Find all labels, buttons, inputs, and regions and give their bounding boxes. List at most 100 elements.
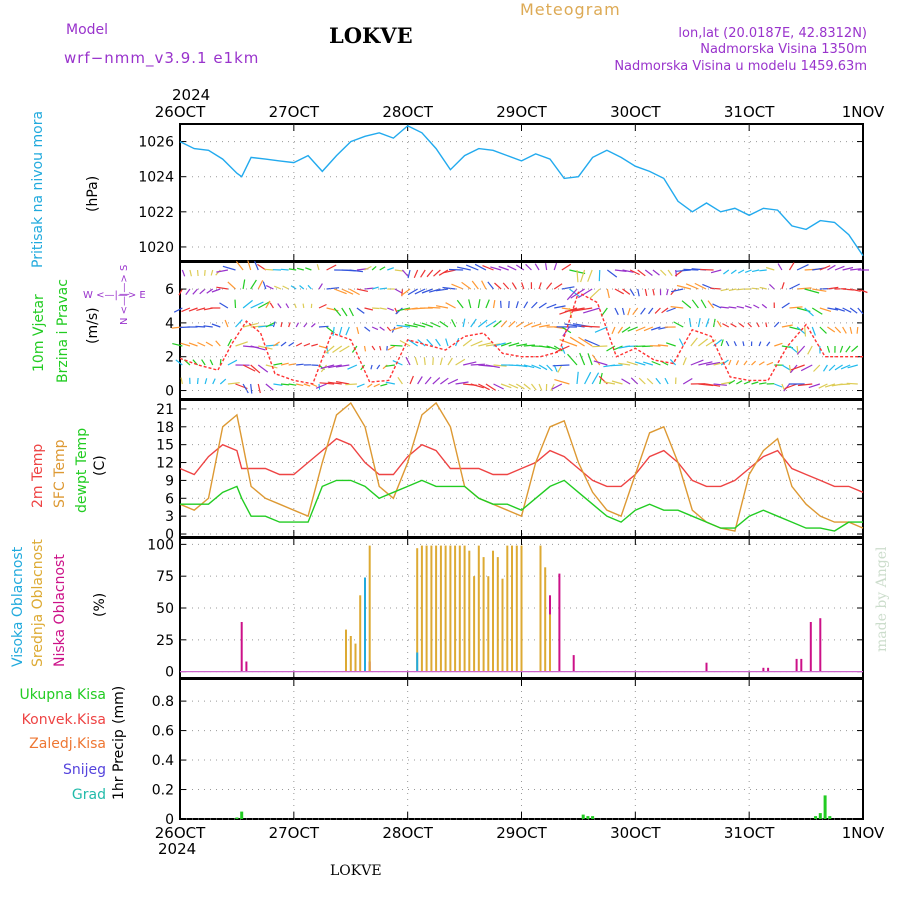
wind-arrow [435,305,449,309]
wind-arrow [675,269,691,272]
wind-arrow [516,364,528,368]
cloud-bar [762,667,765,672]
wind-arrow [397,376,403,385]
wind-arrow [721,381,732,385]
time-tick-label-top: 31OCT [724,103,775,121]
wind-arrow [670,288,684,293]
meteogram-title: Meteogram [520,0,621,19]
wind-arrow [630,377,639,385]
wind-arrow [356,288,369,292]
wind-arrow [819,307,832,312]
wind-arrow [181,269,186,277]
wind-arrow [581,325,600,328]
wind-arrow [545,263,548,271]
wind-arrow [296,363,304,366]
wind-arrow [849,326,853,334]
cloud-bar [458,545,461,672]
wind-arrow [487,281,494,290]
wind-arrow [622,269,634,273]
wind-arrow [474,263,487,271]
wind-arrow [296,383,304,387]
temp-unit: (C) [92,455,108,476]
wind-arrow [652,288,655,296]
wind-arrow [315,383,327,389]
wind-arrow [818,383,828,389]
cloud-unit: (%) [92,593,108,617]
wind-arrow [515,264,525,271]
wind-arrow [295,342,303,347]
wind-arrow [277,303,282,309]
y-tick-label: 2 [165,350,174,366]
wind-arrow [435,288,449,292]
wind-arrow [550,383,555,392]
wind-arrow [269,302,274,309]
wind-arrow [326,287,340,290]
wind-arrow [765,322,768,328]
wind-arrow [265,285,274,290]
wind-arrow [396,324,411,328]
wind-arrow [385,381,395,385]
cloud-bar [492,550,494,672]
wind-arrow [423,357,426,366]
cloud-bar [444,545,447,672]
cloud-bar [364,577,366,672]
y-tick-label: 0.6 [152,724,174,740]
wind-arrow [424,376,432,385]
wind-arrow [781,383,786,391]
wind-arrow [332,326,335,336]
wind-arrow [445,338,449,347]
wind-arrow [632,307,639,316]
wind-arrow [307,284,312,290]
wind-arrow [733,341,737,347]
wind-arrow [761,303,768,309]
cloud-bar [558,573,561,672]
wind-arrow [274,285,282,290]
wind-arrow [676,284,691,290]
wind-arrow [303,322,308,328]
wind-arrow [373,383,380,388]
y-tick-label: 0 [165,665,174,681]
wind-arrow [316,264,320,271]
y-tick-label: 12 [156,456,174,472]
wind-arrow [725,340,730,347]
precip-panel: 0 0.2 0.4 0.6 0.8 1hr Precip (mm) Ukupna Kis… [19,678,864,828]
temp-ylabel-2m: 2m Temp [30,444,46,508]
wind-arrow [273,362,283,366]
precip-bar [828,816,832,819]
wind-arrow [737,269,745,274]
year-top: 2024 [172,86,210,104]
wind-arrow [847,364,858,369]
wind-arrow [758,341,762,347]
wind-arrow [516,343,528,347]
wind-arrow [515,383,525,390]
cloud-bar [795,658,798,672]
cloud-bar [511,545,513,672]
y-tick-label: 0.2 [152,783,174,799]
precip-ylabel: 1hr Precip [111,729,127,800]
wind-arrow [690,359,704,366]
wind-arrow [211,323,221,328]
wind-arrow [445,302,456,309]
wind-arrow [173,307,183,313]
wind-arrow [720,339,724,347]
cloud-bar [549,614,551,672]
wind-arrow [442,286,456,290]
wind-arrow [610,364,623,367]
wind-arrow [326,264,337,271]
time-tick-label-bottom: 26OCT [155,824,206,842]
wind-arrow [303,343,311,347]
wind-arrow [682,357,687,366]
wind-arrow [808,383,821,389]
wind-arrow [302,303,305,309]
wind-arrow [348,307,354,317]
wind-arrow [804,307,814,317]
wind-arrow [500,320,508,328]
pressure-series [179,124,864,257]
wind-arrow [523,364,535,369]
wind-arrow [180,342,191,347]
wind-arrow [694,282,707,290]
wind-arrow [413,269,419,279]
wind-arrow [333,288,347,295]
wind-speed-series [179,291,863,385]
y-tick-label: 4 [165,316,174,332]
